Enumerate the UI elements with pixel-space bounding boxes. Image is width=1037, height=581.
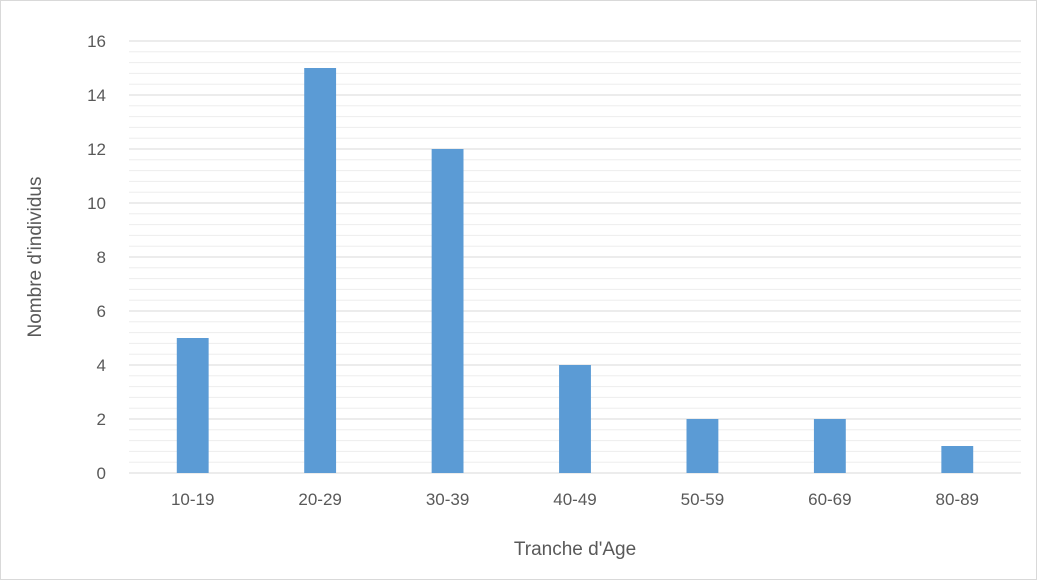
y-tick-labels: 0 2 4 6 8 10 12 14 16 [87, 32, 106, 483]
y-tick-label: 10 [87, 194, 106, 213]
y-tick-label: 4 [97, 356, 106, 375]
y-tick-label: 2 [97, 410, 106, 429]
y-axis-title: Nombre d'individus [25, 177, 46, 338]
x-tick-label: 10-19 [171, 490, 214, 509]
y-tick-label: 0 [97, 464, 106, 483]
bar-30-39 [431, 149, 464, 473]
bar-50-59 [686, 419, 719, 473]
x-tick-labels: 10-19 20-29 30-39 40-49 50-59 60-69 80-89 [171, 490, 979, 509]
x-tick-label: 30-39 [426, 490, 469, 509]
bar-60-69 [813, 419, 846, 473]
y-tick-label: 14 [87, 86, 106, 105]
gridlines [129, 40, 1021, 474]
x-tick-label: 50-59 [681, 490, 724, 509]
y-tick-label: 16 [87, 32, 106, 51]
bar-40-49 [559, 365, 591, 473]
x-tick-label: 20-29 [298, 490, 341, 509]
y-tick-label: 6 [97, 302, 106, 321]
bar-80-89 [941, 446, 974, 473]
x-tick-label: 40-49 [553, 490, 596, 509]
y-tick-label: 8 [97, 248, 106, 267]
x-axis-title: Tranche d'Age [514, 539, 636, 560]
x-tick-label: 80-89 [936, 490, 979, 509]
x-tick-label: 60-69 [808, 490, 851, 509]
y-tick-label: 12 [87, 140, 106, 159]
bars [176, 68, 974, 473]
bar-10-19 [176, 338, 209, 473]
bar-20-29 [304, 68, 337, 473]
